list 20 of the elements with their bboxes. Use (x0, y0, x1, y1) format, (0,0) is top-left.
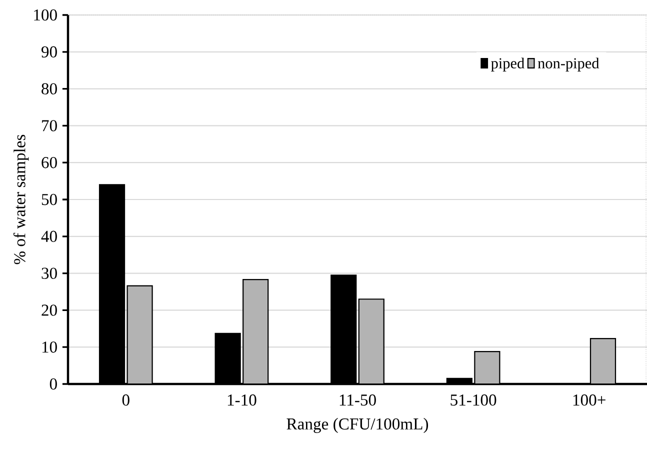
x-tick-label: 51-100 (450, 394, 496, 406)
x-tick-label: 1-10 (228, 394, 256, 406)
x-axis-title: Range (CFU/100mL) (286, 418, 428, 433)
y-tick-label: 80 (42, 83, 57, 94)
y-axis-title: % of water samples (13, 134, 29, 264)
x-tick-label: 0 (122, 394, 130, 406)
x-tick-label: 100+ (573, 394, 606, 406)
y-tick-label: 40 (41, 230, 57, 242)
y-tick-label: 60 (42, 156, 57, 168)
y-tick-label: 90 (42, 46, 57, 58)
y-tick-label: 70 (42, 120, 57, 132)
legend-label: piped (491, 58, 524, 72)
y-tick-label: 10 (42, 341, 57, 353)
y-tick-label: 30 (42, 268, 57, 279)
y-tick-label: 0 (50, 378, 57, 390)
y-tick-label: 20 (42, 304, 57, 316)
x-tick-label: 11-50 (340, 394, 376, 406)
legend-label: non-piped (538, 58, 600, 72)
y-tick-label: 50 (42, 194, 57, 206)
y-tick-label: 100 (34, 9, 57, 21)
